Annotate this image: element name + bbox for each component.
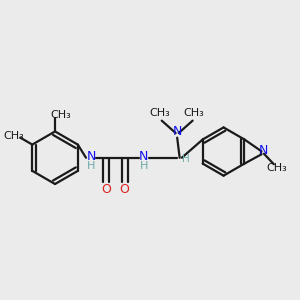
Text: H: H <box>87 161 96 171</box>
Text: CH₃: CH₃ <box>184 108 205 118</box>
Text: N: N <box>139 150 148 163</box>
Text: H: H <box>140 161 148 171</box>
Text: O: O <box>101 183 111 196</box>
Text: N: N <box>259 144 268 157</box>
Text: H: H <box>182 154 190 164</box>
Text: N: N <box>172 125 182 138</box>
Text: CH₃: CH₃ <box>150 108 170 118</box>
Text: CH₃: CH₃ <box>3 131 24 141</box>
Text: O: O <box>120 183 130 196</box>
Text: CH₃: CH₃ <box>50 110 71 120</box>
Text: N: N <box>87 150 96 163</box>
Text: CH₃: CH₃ <box>266 163 287 173</box>
